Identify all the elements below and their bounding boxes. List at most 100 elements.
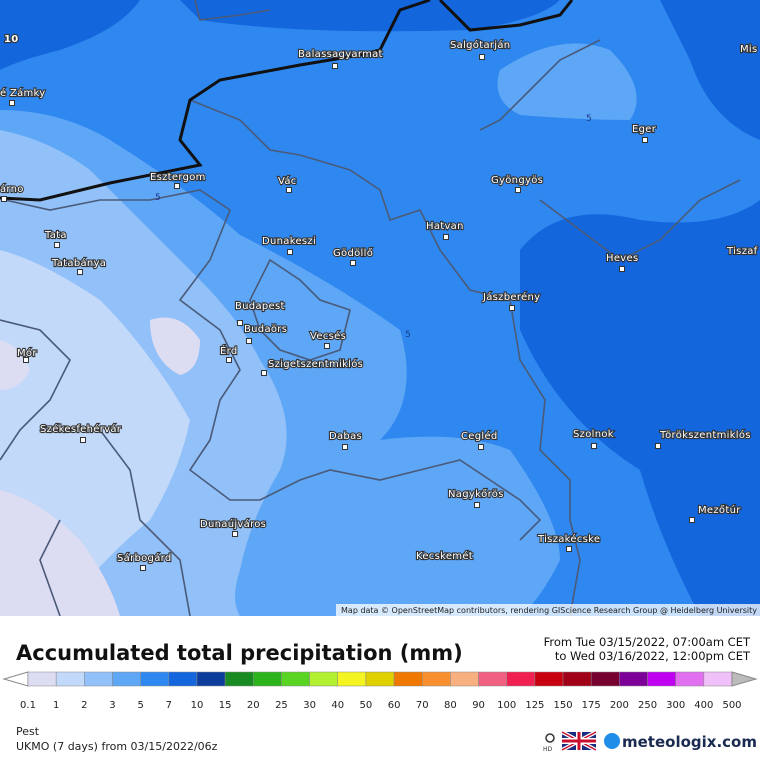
place-marker [324,343,330,349]
place-label: Heves [606,253,638,264]
place-marker [232,531,238,537]
place-marker [342,444,348,450]
scale-cell [590,671,620,687]
scale-label: 250 [638,700,657,711]
place-marker [54,242,60,248]
place-marker [287,249,293,255]
contour-label: 5 [586,114,592,124]
place-label: Kecskemét [416,550,473,562]
region-borders [0,0,741,617]
place-marker [80,437,86,443]
place-label: Érd [220,344,238,357]
place-label: Dunaújváros [200,518,266,530]
place-label: Tatabánya [51,257,106,269]
zoom-icon[interactable] [545,733,555,743]
scale-cell [196,671,226,687]
place-label: Gödöllő [333,247,373,259]
place-label: Budaörs [244,324,287,335]
place-marker [619,266,625,272]
scale-cell [562,671,592,687]
scale-cell [309,671,339,687]
scale-label: 100 [497,700,516,711]
place-marker [515,187,521,193]
place-label: Dunakeszi [262,236,316,247]
scale-label: 30 [303,700,316,711]
scale-cell [84,671,113,687]
period-from: From Tue 03/15/2022, 07:00am CET [544,635,751,649]
scale-label: 200 [610,700,629,711]
scale-label: 500 [722,700,741,711]
scale-label: 20 [247,700,260,711]
place-label: Sárbogárd [117,552,172,564]
area [520,200,760,616]
brand-logo [604,733,620,749]
scale-cell [55,671,85,687]
place-marker [591,443,597,449]
place-label: Esztergom [150,172,206,183]
scale-label: 50 [360,700,373,711]
place-label: Tiszakécske [537,533,600,545]
attribution: Map data © OpenStreetMap contributors, r… [341,606,757,615]
scale-cell [619,671,648,687]
area [150,317,200,375]
place-label: Székesfehérvár [40,423,122,435]
uk-flag[interactable] [561,730,597,752]
place-label: Vecsés [310,330,346,342]
place-marker [226,357,232,363]
place-label: Mis [740,44,758,55]
place-marker [566,546,572,552]
place-marker [237,320,243,326]
place-label: Salgótarján [450,39,510,51]
place-label: Tiszaf [726,246,758,257]
hd-label[interactable]: HD [543,746,553,753]
place-label: Jászberény [482,291,540,303]
place-label: Mór [17,347,37,359]
scale-cell [675,671,705,687]
attribution-bg [336,604,760,616]
place-marker [479,54,485,60]
contour-label: 5 [405,330,411,340]
place-label: é Zámky [0,87,46,99]
place-marker [9,100,15,106]
place-label: Hatvan [426,221,464,232]
scale-cell [703,671,733,687]
scale-label: 400 [694,700,713,711]
place-label: Dabas [329,431,362,442]
place-marker [77,269,83,275]
legend-title: Accumulated total precipitation (mm) [16,641,463,665]
place-label: Mezőtúr [698,504,741,516]
place-label: Szolnok [573,429,614,440]
period-to: to Wed 03/16/2022, 12:00pm CET [555,649,751,663]
place-marker [23,357,29,363]
place-label: árno [0,183,24,195]
scale-cell [112,671,141,687]
scale-cell [450,671,479,687]
place-marker [246,338,252,344]
place-marker [332,63,338,69]
scale-cell [421,671,451,687]
place-labels: é Zámky Balassagyarmat Salgótarján Mis Eger á… [0,38,758,565]
country-border [0,0,574,202]
scale-label: 90 [472,700,485,711]
place-marker [509,305,515,311]
scale-cell [337,671,367,687]
place-marker [478,444,484,450]
area [660,0,760,140]
scale-label: 150 [553,700,572,711]
place-marker [140,565,146,571]
scale-cell [27,671,57,687]
place-marker [286,187,292,193]
place-label: Budapest [235,301,285,312]
scale-cell [140,671,170,687]
area [0,0,140,70]
scale-cell [281,671,310,687]
place-label: Vác [278,175,297,187]
place-label: Nagykőrös [448,488,504,500]
place-markers [1,54,695,571]
place-label: Szigetszentmiklós [268,358,363,370]
place-label: Cegléd [461,430,498,442]
scale-label: 10 [191,700,204,711]
scale-cell [534,671,564,687]
scale-cell [365,671,395,687]
scale-label: 5 [137,700,143,711]
